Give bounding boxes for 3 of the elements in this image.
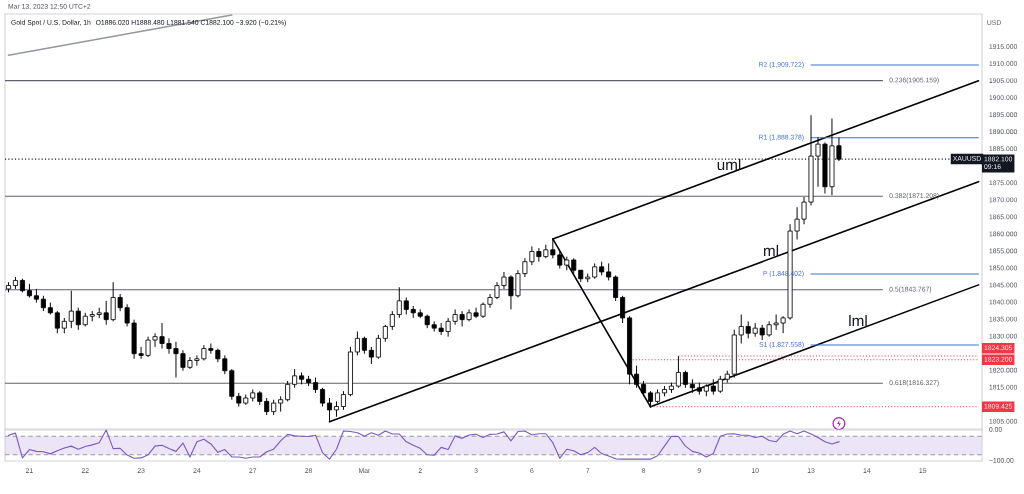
annotation: lml <box>849 314 867 326</box>
annotation: uml <box>717 158 741 171</box>
annotation: ml <box>763 244 779 256</box>
